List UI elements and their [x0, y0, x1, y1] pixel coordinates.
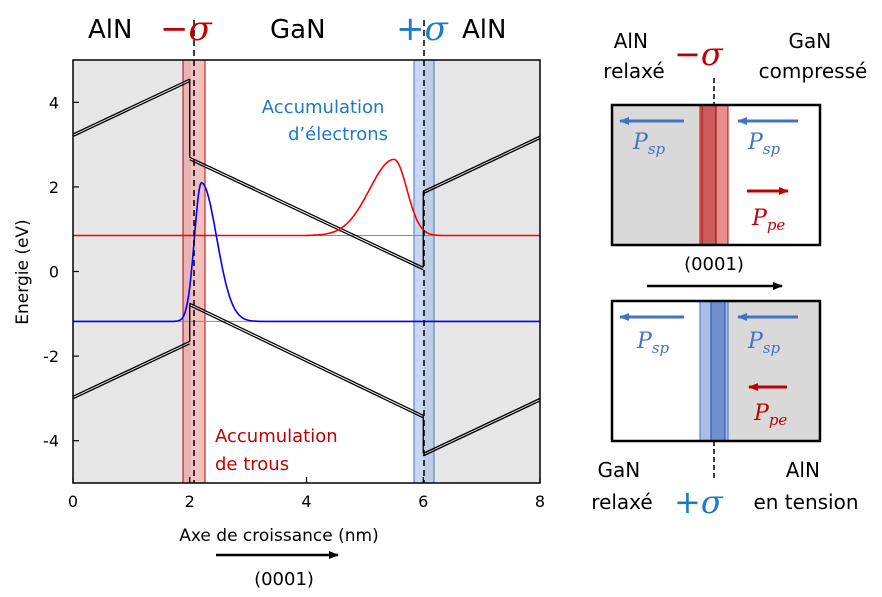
electron-wavefunction: [73, 158, 540, 237]
top-interface-core: [701, 104, 717, 246]
top-psp-right-label: Psp: [747, 130, 781, 158]
bottom-ppe-label: Ppe: [753, 401, 787, 429]
sigma-negative-symbol: σ: [189, 9, 213, 49]
top-left-material: AlN: [614, 29, 648, 53]
region-gan: [191, 60, 424, 483]
region-aln-right: [424, 60, 540, 483]
y-tick-label: 4: [49, 93, 59, 112]
valence-band-segment: [189, 302, 424, 416]
bottom-interface-core: [710, 300, 726, 442]
sigma-negative-sign: −: [160, 9, 189, 49]
valence-band-segment: [72, 343, 191, 400]
bottom-box-frame: [610, 299, 822, 443]
hole-accumulation-line1: Accumulation: [215, 426, 338, 447]
x-tick-label: 6: [418, 492, 428, 511]
x-tick-label: 4: [301, 492, 311, 511]
axis-ticks: 0 2 4 6 8 4 2 0 -2 -4: [43, 93, 545, 511]
conduction-band-segment: [422, 135, 541, 192]
bottom-left-material: GaN: [597, 458, 640, 482]
y-tick-label: -2: [43, 347, 59, 366]
conduction-band-segment: [72, 78, 191, 135]
x-tick-label: 0: [68, 492, 78, 511]
valence-band-segment: [422, 397, 541, 454]
top-ppe-label: Ppe: [751, 206, 785, 234]
top-right-labels: GaN compressé: [759, 29, 868, 83]
hole-wavefunction: [73, 181, 540, 323]
top-psp-left-label: Psp: [632, 130, 666, 158]
conduction-band-segment: [422, 138, 541, 195]
top-box-frame: [610, 103, 822, 247]
bottom-psp-right-label: Psp: [747, 329, 781, 357]
bottom-left-state: relaxé: [591, 490, 652, 514]
sigma-positive-symbol: σ: [425, 9, 449, 49]
y-tick-label: -4: [43, 432, 59, 451]
x-axis-label: Axe de croissance (nm): [179, 526, 378, 546]
bottom-right-material: AlN: [786, 458, 820, 482]
x-tick-label: 8: [535, 492, 545, 511]
sigma-positive-label: +σ: [396, 9, 449, 49]
bottom-sigma-label: +σ: [674, 483, 724, 521]
y-tick-label: 0: [49, 263, 59, 282]
valence-band-segment: [422, 400, 541, 457]
growth-direction-label: (0001): [254, 569, 314, 590]
top-left-layer: [612, 105, 709, 245]
valence-band-segment: [72, 340, 191, 397]
polarization-schematic: AlN relaxé GaN compressé −σ Psp Psp Ppe …: [591, 29, 867, 521]
y-axis-label: Energie (eV): [13, 219, 33, 324]
sigma-positive-sign: +: [396, 9, 425, 49]
region-label-gan: GaN: [270, 15, 326, 45]
region-label-aln-right: AlN: [462, 15, 506, 45]
bottom-left-labels: GaN relaxé: [591, 458, 652, 514]
valence-band-segment: [189, 305, 424, 419]
hole-accumulation-label: Accumulation de trous: [215, 426, 343, 475]
y-tick-label: 2: [49, 178, 59, 197]
conduction-band-segment: [189, 159, 424, 271]
top-right-material: GaN: [788, 29, 831, 53]
bottom-sigma-symbol: σ: [701, 483, 724, 521]
top-right-state: compressé: [759, 59, 868, 83]
hole-accumulation-line2: de trous: [215, 454, 289, 475]
top-left-state: relaxé: [603, 59, 664, 83]
electron-accumulation-line1: Accumulation: [262, 97, 385, 118]
sigma-negative-label: −σ: [160, 9, 213, 49]
top-sigma-symbol: σ: [701, 35, 724, 73]
top-left-labels: AlN relaxé: [603, 29, 664, 83]
top-sigma-sign: −: [674, 35, 701, 73]
x-tick-label: 2: [185, 492, 195, 511]
top-sigma-label: −σ: [674, 35, 724, 73]
bottom-sigma-sign: +: [674, 483, 701, 521]
bottom-right-labels: AlN en tension: [753, 458, 858, 514]
electron-accumulation-label: Accumulation d’électrons: [262, 97, 390, 145]
conduction-band-segment: [72, 80, 191, 138]
bottom-right-layer: [714, 301, 820, 441]
schematic-direction-label: (0001): [684, 254, 744, 275]
bottom-psp-left-label: Psp: [636, 329, 670, 357]
curves: [72, 78, 541, 457]
electron-accumulation-line2: d’électrons: [288, 124, 388, 145]
conduction-band-segment: [189, 156, 424, 268]
bottom-right-state: en tension: [753, 490, 858, 514]
region-aln-left: [73, 60, 191, 483]
region-label-aln-left: AlN: [88, 15, 132, 45]
